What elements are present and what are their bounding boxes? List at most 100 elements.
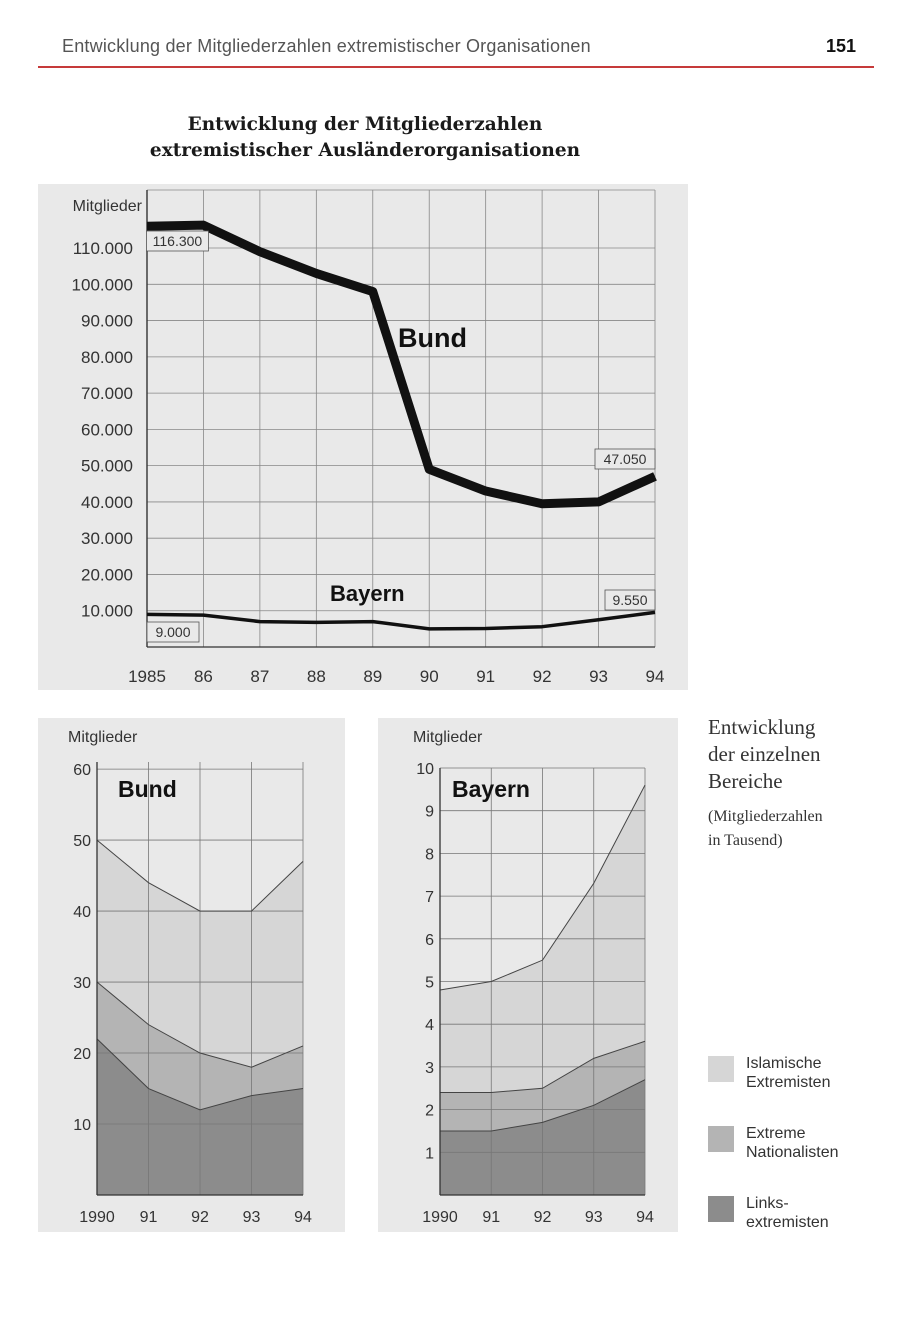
y-tick-label: 9 — [425, 804, 434, 821]
x-tick-label: 92 — [534, 1209, 552, 1226]
x-tick-label: 91 — [482, 1209, 500, 1226]
x-tick-label: 91 — [476, 667, 495, 686]
area-chart-bund: 10 20 30 40 50 60 Mitglieder 1990 91 92 93 94 Bund — [38, 718, 345, 1232]
side-note-subheading: (Mitgliederzahlen in Tausend) — [708, 805, 888, 853]
header-rule — [38, 66, 874, 68]
area-chart-title: Bayern — [452, 776, 530, 802]
y-tick-label: 70.000 — [81, 384, 133, 403]
y-tick-label: 8 — [425, 846, 434, 863]
x-tick-label: 87 — [250, 667, 269, 686]
y-tick-label: 7 — [425, 889, 434, 906]
side-note-heading-line: der einzelnen — [708, 742, 821, 766]
legend-swatch-left — [708, 1196, 734, 1222]
y-tick-label: 5 — [425, 975, 434, 992]
legend-label-line: Extremisten — [746, 1074, 831, 1091]
y-axis-label: Mitglieder — [413, 729, 483, 746]
x-tick-label: 88 — [307, 667, 326, 686]
y-tick-label: 60 — [73, 762, 91, 779]
y-tick-label: 10.000 — [81, 602, 133, 621]
main-chart-title-line-2: extremistischer Ausländerorganisationen — [149, 140, 581, 161]
x-tick-label: 93 — [585, 1209, 603, 1226]
side-note-heading-line: Entwicklung — [708, 715, 816, 739]
series-label-bund: Bund — [398, 323, 467, 353]
x-tick-label: 91 — [140, 1209, 158, 1226]
value-annotation: 9.000 — [155, 624, 190, 640]
series-line-bayern — [146, 610, 656, 631]
x-tick-label: 90 — [420, 667, 439, 686]
legend-swatch-nationalist — [708, 1126, 734, 1152]
y-tick-label: 30.000 — [81, 529, 133, 548]
x-tick-label: 93 — [243, 1209, 261, 1226]
value-annotation-box — [604, 589, 656, 611]
value-annotation: 116.300 — [153, 233, 203, 249]
page-number: 151 — [825, 36, 856, 56]
main-chart-title-line-1: Entwicklung der Mitgliederzahlen — [187, 114, 543, 135]
side-note: Entwicklung der einzelnen Bereiche (Mitg… — [708, 714, 888, 853]
y-tick-label: 80.000 — [81, 348, 133, 367]
y-tick-label: 90.000 — [81, 312, 133, 331]
y-tick-label: 30 — [73, 975, 91, 992]
legend-label-line: Islamische — [746, 1055, 822, 1072]
x-tick-label: 1990 — [422, 1209, 458, 1226]
y-tick-label: 2 — [425, 1103, 434, 1120]
y-tick-label: 60.000 — [81, 420, 133, 439]
x-tick-label: 89 — [363, 667, 382, 686]
stack-boundary-line — [96, 1038, 304, 1111]
x-tick-label: 1985 — [128, 667, 166, 686]
area-chart-title: Bund — [118, 776, 177, 802]
legend-label-line: Extreme — [746, 1125, 806, 1142]
stack-boundary-line — [96, 839, 304, 912]
y-tick-label: 50.000 — [81, 457, 133, 476]
y-tick-label: 1 — [425, 1145, 434, 1162]
x-tick-label: 86 — [194, 667, 213, 686]
value-annotation-box — [594, 448, 656, 470]
legend-swatch-islamic — [708, 1056, 734, 1082]
y-tick-label: 20 — [73, 1046, 91, 1063]
y-tick-label: 6 — [425, 932, 434, 949]
y-tick-label: 4 — [425, 1017, 434, 1034]
value-annotation-box — [146, 621, 200, 643]
main-chart-panel — [38, 184, 688, 690]
x-tick-label: 93 — [589, 667, 608, 686]
main-line-chart: 10.000 20.000 30.000 40.000 50.000 60.000 70.0… — [38, 184, 688, 690]
legend-label-line: Nationalisten — [746, 1144, 839, 1161]
legend-label-line: extremisten — [746, 1214, 829, 1231]
value-annotation: 9.550 — [612, 592, 647, 608]
value-annotation-box — [146, 230, 209, 252]
y-tick-label: 100.000 — [72, 275, 133, 294]
series-line-bund — [146, 220, 657, 509]
stack-boundary-line — [96, 981, 304, 1068]
y-axis-label: Mitglieder — [73, 198, 143, 215]
stack-boundary-line — [440, 1079, 646, 1132]
series-label-bayern: Bayern — [330, 581, 405, 606]
y-axis-label: Mitglieder — [68, 729, 138, 746]
y-tick-label: 20.000 — [81, 565, 133, 584]
side-note-heading: Entwicklung der einzelnen Bereiche — [708, 714, 888, 795]
legend-label-line: Links- — [746, 1195, 789, 1212]
stack-boundary-line — [440, 1040, 646, 1094]
x-tick-label: 1990 — [79, 1209, 115, 1226]
legend-label: Extreme Nationalisten — [746, 1124, 886, 1162]
y-tick-label: 10 — [73, 1117, 91, 1134]
x-tick-label: 92 — [191, 1209, 209, 1226]
y-tick-label: 10 — [416, 761, 434, 778]
x-tick-label: 94 — [646, 667, 665, 686]
legend-label: Links- extremisten — [746, 1194, 886, 1232]
y-tick-label: 40 — [73, 904, 91, 921]
y-tick-label: 50 — [73, 833, 91, 850]
x-tick-label: 94 — [636, 1209, 654, 1226]
side-note-sub-line: (Mitgliederzahlen — [708, 808, 823, 825]
y-tick-label: 3 — [425, 1060, 434, 1077]
value-annotation: 47.050 — [604, 451, 647, 467]
main-chart-title: Entwicklung der Mitgliederzahlen extremi… — [0, 112, 730, 164]
y-tick-label: 110.000 — [73, 239, 133, 258]
y-tick-label: 40.000 — [81, 493, 133, 512]
stack-boundary-line — [439, 784, 646, 991]
legend-label: Islamische Extremisten — [746, 1054, 886, 1092]
x-tick-label: 92 — [533, 667, 552, 686]
area-chart-bayern: 1 2 3 4 5 6 7 8 9 10 Mitglieder 1990 91 92 93 94 Bayern — [378, 718, 678, 1232]
running-header-title: Entwicklung der Mitgliederzahlen extremi… — [62, 36, 591, 56]
side-note-sub-line: in Tausend) — [708, 832, 783, 849]
side-note-heading-line: Bereiche — [708, 769, 783, 793]
